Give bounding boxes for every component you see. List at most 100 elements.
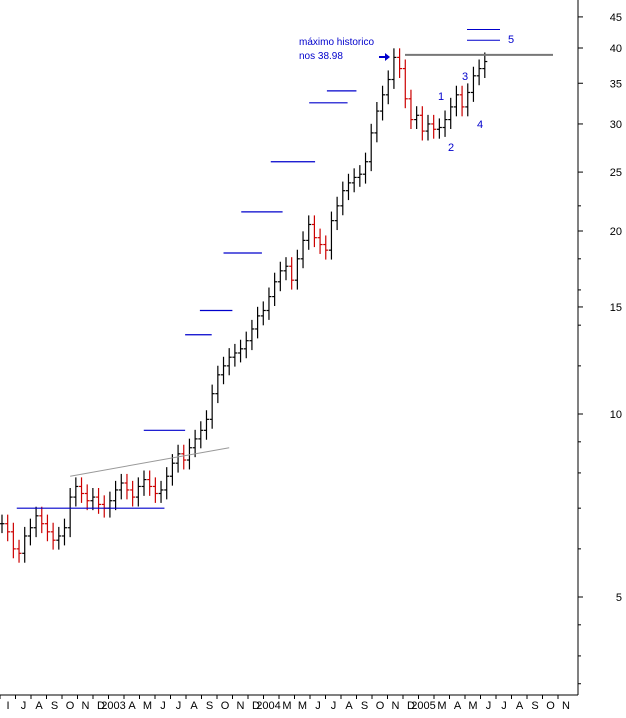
ohlc-bar <box>340 181 346 216</box>
ohlc-bar <box>215 365 221 404</box>
ohlc-bar <box>465 83 471 117</box>
ohlc-bar <box>442 110 448 137</box>
ohlc-bar <box>84 484 90 511</box>
ohlc-bar <box>79 477 85 503</box>
x-tick-label: A <box>345 700 353 712</box>
ohlc-bar <box>232 343 238 367</box>
ohlc-bar <box>351 168 357 193</box>
annotations: máximo historico nos 38.98 1 2 3 4 5 <box>299 34 514 154</box>
y-tick-label: 15 <box>610 302 622 314</box>
ohlc-bar <box>67 488 73 538</box>
x-tick-label: J <box>21 700 27 712</box>
y-tick-label: 5 <box>616 592 622 604</box>
ohlc-bar <box>203 410 209 440</box>
ohlc-bar <box>311 215 317 248</box>
ohlc-bar <box>198 421 204 449</box>
ohlc-bar <box>357 165 363 187</box>
ohlc-bar <box>192 429 198 458</box>
y-tick-label: 35 <box>610 78 622 90</box>
ohlc-bar <box>130 480 136 507</box>
ohlc-bar <box>425 114 431 141</box>
ohlc-bar <box>431 114 437 139</box>
ohlc-bar <box>107 491 113 518</box>
x-tick-label: J <box>315 700 321 712</box>
ohlc-bar <box>328 211 334 260</box>
x-tick-label: O <box>376 700 385 712</box>
ohlc-bar <box>113 480 119 511</box>
x-tick-label: M <box>143 700 152 712</box>
ohlc-bar <box>266 287 272 320</box>
x-tick-label: A <box>454 700 462 712</box>
wave-label: 5 <box>508 34 514 46</box>
ohlc-bar <box>135 477 141 507</box>
ohlc-bar <box>61 518 67 546</box>
x-tick-label: A <box>190 700 198 712</box>
ohlc-bar <box>294 249 300 290</box>
ohlc-bar <box>397 48 403 78</box>
x-tick-label: S <box>531 700 538 712</box>
ohlc-bar <box>186 438 192 470</box>
ohlc-bar <box>90 488 96 511</box>
x-tick-label: N <box>82 700 90 712</box>
x-tick-label: 2005 <box>411 700 435 712</box>
ohlc-bar <box>141 470 147 496</box>
x-tick-label: D <box>407 700 415 712</box>
ohlc-bar <box>436 118 442 139</box>
ohlc-bar <box>16 539 22 563</box>
x-tick-label: M <box>437 700 446 712</box>
ohlc-bar <box>56 526 62 550</box>
x-tick-label: 2004 <box>256 700 280 712</box>
level-lines <box>16 29 553 509</box>
x-tick-label: S <box>361 700 368 712</box>
ohlc-bar <box>221 356 227 385</box>
ohlc-bar <box>27 518 33 546</box>
ohlc-bar <box>385 70 391 105</box>
x-tick-label: J <box>176 700 182 712</box>
max-label-line2: nos 38.98 <box>299 51 343 62</box>
y-tick-label: 10 <box>610 409 622 421</box>
ohlc-bar <box>249 319 255 351</box>
max-arrow-icon <box>379 53 390 61</box>
ohlc-bar <box>226 348 232 376</box>
y-tick-label: 45 <box>610 12 622 24</box>
ohlc-bar <box>5 514 11 542</box>
x-tick-label: N <box>237 700 245 712</box>
ohlc-bar <box>255 306 261 339</box>
ohlc-bar <box>334 196 340 231</box>
ohlc-bar <box>118 473 124 500</box>
x-tick-label: M <box>468 700 477 712</box>
x-tick-label: J <box>331 700 337 712</box>
x-tick-label: S <box>51 700 58 712</box>
y-tick-label: 40 <box>610 43 622 55</box>
y-tick-label: 30 <box>610 119 622 131</box>
ohlc-bar <box>73 477 79 507</box>
x-tick-label: N <box>562 700 570 712</box>
trend-line <box>70 447 230 477</box>
ohlc-bar <box>380 85 386 121</box>
x-tick-label: A <box>128 700 136 712</box>
ohlc-bar <box>158 480 164 503</box>
ohlc-bar <box>175 444 181 473</box>
y-tick-label: 20 <box>610 226 622 238</box>
ohlc-bar <box>283 257 289 281</box>
x-tick-label: M <box>298 700 307 712</box>
ohlc-bar <box>10 522 16 559</box>
ohlc-bar <box>317 228 323 254</box>
x-tick-label: O <box>546 700 555 712</box>
wave-label: 4 <box>477 119 483 131</box>
x-tick-label: S <box>206 700 213 712</box>
ohlc-bar <box>44 514 50 542</box>
ohlc-bar <box>391 48 397 89</box>
ohlc-bar <box>164 467 170 500</box>
ohlc-bar <box>181 444 187 470</box>
ohlc-bar <box>368 123 374 172</box>
ohlc-bar <box>459 85 465 117</box>
ohlc-bar <box>323 235 329 260</box>
x-tick-label: A <box>35 700 43 712</box>
ohlc-bar <box>453 85 459 117</box>
ohlc-bar <box>243 331 249 359</box>
x-tick-label: J <box>486 700 492 712</box>
ohlc-bar <box>260 301 266 326</box>
